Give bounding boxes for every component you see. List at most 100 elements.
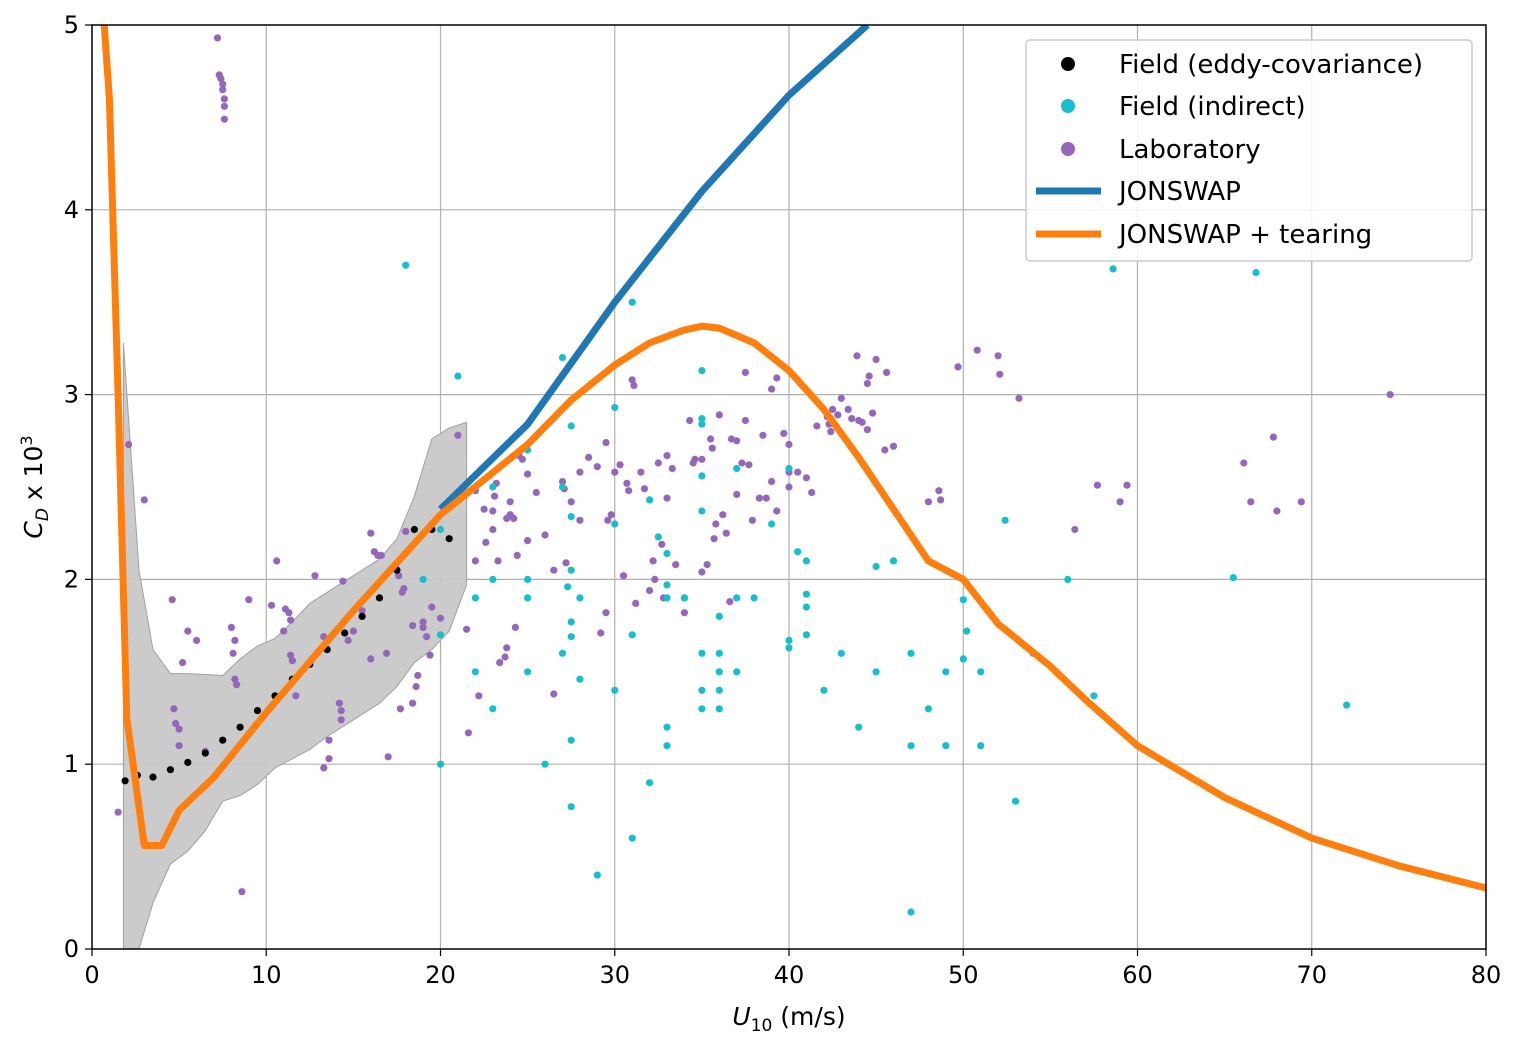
data-point-indirect [733,668,741,676]
data-point-indirect [785,644,793,652]
data-point-lab [125,440,133,449]
data-point-indirect [558,649,567,657]
data-point-lab [233,681,241,689]
data-point-indirect [907,742,915,750]
data-point-indirect [611,403,619,412]
data-point-indirect [663,742,671,750]
legend: Field (eddy-covariance) Field (indirect)… [1025,39,1473,262]
data-point-lab [707,435,715,443]
data-point-lab [768,385,776,393]
data-point-indirect [768,520,776,528]
data-point-lab [863,426,872,434]
data-point-lab [604,516,612,524]
data-point-indirect [471,668,479,676]
data-point-lab [367,529,375,537]
data-point-eddy [219,736,227,744]
data-point-indirect [402,261,410,269]
data-point-eddy [358,612,366,621]
data-point-indirect [1229,574,1237,582]
data-point-lab [412,683,420,691]
data-point-lab [759,431,767,439]
data-point-indirect [471,594,479,602]
y-tick-label: 5 [64,11,79,39]
data-point-indirect [785,464,793,473]
data-point-lab [213,34,222,42]
data-point-lab [654,459,662,467]
axis-ticks: 0 10 20 30 40 50 60 70 80 0 1 2 3 4 5 [64,11,1502,989]
data-point-lab [996,370,1004,378]
x-tick-label: 60 [1122,961,1153,989]
data-point-lab [344,636,352,645]
x-tick-label: 40 [774,961,805,989]
data-point-lab [808,488,816,497]
data-point-lab [1123,481,1131,489]
data-point-lab [463,625,471,633]
data-point-lab [558,477,567,486]
data-point-eddy [253,707,262,715]
data-point-indirect [698,420,706,428]
data-point-lab [768,477,776,486]
data-point-lab [280,627,288,635]
data-point-indirect [646,779,654,787]
data-point-indirect [698,472,706,480]
data-point-lab [1269,433,1277,441]
data-point-lab [532,488,540,497]
data-point-lab [227,623,235,632]
data-point-lab [426,651,434,659]
data-point-indirect [698,367,706,375]
data-point-lab [292,692,300,700]
data-point-lab [480,505,488,513]
data-point-indirect [698,705,706,713]
data-point-lab [320,764,328,772]
x-tick-label: 30 [599,961,630,989]
data-point-lab [325,736,333,744]
data-point-lab [219,80,227,88]
legend-marker-eddy [1061,57,1075,71]
data-point-indirect [959,596,967,604]
data-point-lab [829,405,837,413]
data-point-indirect [564,583,572,591]
data-point-indirect [802,590,811,598]
x-tick-label: 70 [1296,961,1327,989]
data-point-lab [541,531,549,539]
data-point-lab [762,494,770,502]
data-point-lab [651,575,659,584]
data-point-indirect [1252,269,1260,277]
data-point-indirect [436,760,445,768]
data-point-lab [698,455,706,463]
data-point-indirect [628,834,636,842]
data-point-lab [114,808,122,816]
data-point-lab [722,529,730,537]
data-point-indirect [567,618,575,626]
data-point-lab [844,405,852,413]
data-point-lab [489,525,497,534]
data-point-indirect [419,575,427,584]
data-point-indirect [680,594,689,602]
data-point-lab [428,603,436,611]
data-point-indirect [715,668,723,676]
data-point-lab [827,428,835,436]
data-point-lab [755,494,764,502]
data-point-lab [780,429,788,437]
data-point-indirect [872,562,880,571]
data-point-lab [748,516,757,524]
data-point-indirect [663,723,671,731]
x-tick-label: 0 [84,961,99,989]
legend-label-jonswap: JONSWAP [1117,177,1241,207]
data-point-lab [231,675,239,683]
data-point-lab [382,649,391,657]
data-point-lab [288,657,296,665]
data-point-indirect [907,908,915,916]
data-point-lab [409,699,417,707]
data-point-indirect [715,612,723,621]
data-point-indirect [698,649,706,657]
data-point-indirect [576,675,584,683]
data-point-lab [513,551,521,560]
legend-label-laboratory: Laboratory [1119,135,1261,165]
legend-marker-indirect [1061,99,1075,113]
data-point-lab [602,439,610,447]
data-point-indirect [454,372,462,380]
data-point-lab [649,557,657,565]
uncertainty-band-polygon [122,342,468,949]
